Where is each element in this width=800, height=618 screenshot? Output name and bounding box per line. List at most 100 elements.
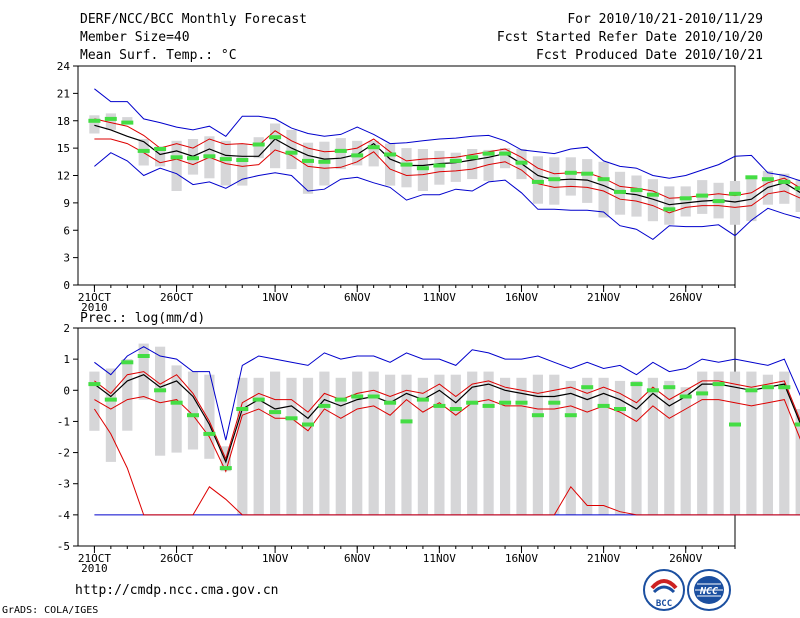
temp-median-marker-34 [646, 192, 659, 197]
temp-median-marker-40 [745, 175, 758, 180]
prec-median-marker-40 [745, 388, 758, 393]
temp-box-36 [680, 186, 691, 217]
prec-box-5 [171, 365, 182, 453]
prec-median-marker-0 [88, 382, 101, 387]
forecast-started-date: Fcst Started Refer Date 2010/10/20 [496, 30, 763, 45]
prec-box-22 [450, 374, 461, 515]
prec-box-9 [237, 377, 248, 515]
temp-median-marker-29 [564, 170, 577, 175]
temp-median-marker-13 [302, 158, 314, 163]
temp-box-34 [647, 179, 658, 222]
temp-median-marker-11 [269, 135, 282, 140]
temp-median-marker-20 [416, 166, 429, 171]
prec-median-marker-39 [729, 422, 741, 427]
temp-ytick-label-5: 15 [57, 142, 70, 155]
prec-median-marker-3 [137, 354, 150, 358]
prec-xtick-label-5: 16NOV [505, 552, 538, 565]
prec-median-marker-18 [384, 400, 397, 405]
temp-box-29 [565, 157, 576, 196]
temp-box-25 [500, 148, 511, 169]
chart-title: DERF/NCC/BCC Monthly Forecast [80, 12, 307, 27]
temp-box-11 [270, 123, 281, 169]
temp-median-marker-1 [104, 116, 117, 121]
forecast-produced-date: Fcst Produced Date 2010/10/21 [536, 48, 763, 63]
temp-box-19 [401, 148, 412, 188]
temp-box-31 [598, 161, 609, 218]
prec-box-12 [286, 377, 297, 515]
temp-xtick-label-5: 16NOV [505, 291, 538, 304]
temp-box-21 [434, 150, 445, 185]
prec-box-23 [467, 371, 478, 515]
prec-box-38 [713, 371, 724, 515]
temp-median-marker-39 [729, 191, 741, 196]
prec-box-18 [385, 374, 396, 515]
prec-median-marker-8 [219, 466, 232, 471]
temp-box-1 [105, 113, 116, 130]
prec-box-1 [105, 368, 116, 462]
prec-box-17 [368, 371, 379, 515]
prec-xtick-label-0: 21OCT [78, 552, 111, 565]
prec-median-marker-5 [170, 400, 183, 405]
temp-ytick-label-2: 6 [63, 224, 70, 237]
prec-max-line [94, 346, 800, 441]
prec-median-marker-27 [531, 413, 544, 418]
prec-median-marker-7 [203, 431, 216, 436]
svg-text:BCC: BCC [656, 599, 672, 609]
temp-box-5 [171, 140, 182, 191]
prec-median-marker-23 [466, 400, 479, 405]
ncc-logo: NCC [687, 569, 731, 611]
prec-xtick-label-4: 11NOV [423, 552, 456, 565]
prec-box-27 [532, 374, 543, 515]
temp-xtick-label-3: 6NOV [344, 291, 371, 304]
temp-median-marker-30 [581, 171, 594, 176]
prec-median-marker-15 [334, 397, 347, 402]
temp-median-marker-31 [597, 177, 610, 182]
prec-xtick-label-6: 21NOV [587, 552, 620, 565]
member-size: Member Size=40 [80, 30, 190, 45]
prec-ytick-label-7: 2 [63, 322, 70, 335]
temp-box-17 [368, 140, 379, 167]
prec-xtick-label-2: 1NOV [262, 552, 289, 565]
temp-median-marker-26 [515, 160, 528, 165]
prec-box-24 [483, 371, 494, 515]
temp-box-18 [385, 143, 396, 186]
temp-box-22 [450, 152, 461, 182]
temp-max-line [94, 88, 800, 182]
temp-box-43 [795, 179, 800, 212]
prec-box-36 [680, 387, 691, 515]
prec-lower-tail-line [93, 408, 800, 516]
prec-box-0 [89, 371, 100, 431]
prec-median-marker-41 [761, 385, 774, 390]
temp-median-marker-9 [236, 158, 249, 162]
prec-year-label: 2010 [81, 562, 108, 575]
prec-box-13 [302, 377, 314, 515]
prec-median-marker-29 [564, 413, 577, 418]
prec-box-43 [795, 409, 800, 515]
variable-label: Mean Surf. Temp.: °C [80, 48, 237, 63]
temp-median-marker-4 [154, 147, 167, 151]
prec-median-marker-24 [482, 403, 495, 408]
temp-median-marker-10 [252, 142, 265, 147]
temp-median-marker-35 [663, 207, 676, 212]
temp-box-39 [729, 181, 741, 225]
prec-box-35 [664, 380, 675, 515]
temp-median-marker-22 [449, 158, 462, 163]
prec-box-26 [516, 377, 527, 515]
temp-year-label: 2010 [81, 301, 108, 314]
source-url[interactable]: http://cmdp.ncc.cma.gov.cn [75, 583, 279, 598]
temp-median-marker-3 [137, 148, 150, 153]
temp-box-23 [467, 149, 478, 180]
temp-xtick-label-2: 1NOV [262, 291, 289, 304]
prec-median-marker-43 [794, 422, 800, 427]
prec-xtick-label-1: 26OCT [160, 552, 193, 565]
temp-box-2 [122, 117, 133, 124]
temp-median-marker-6 [187, 156, 199, 161]
temp-ytick-label-4: 12 [57, 170, 70, 183]
temp-box-24 [483, 149, 494, 181]
prec-box-25 [500, 377, 511, 515]
prec-upper-spread-line [94, 371, 800, 461]
temp-box-42 [779, 173, 790, 204]
prec-box-28 [549, 374, 560, 515]
svg-text:NCC: NCC [699, 586, 718, 597]
prec-box-37 [697, 371, 708, 515]
